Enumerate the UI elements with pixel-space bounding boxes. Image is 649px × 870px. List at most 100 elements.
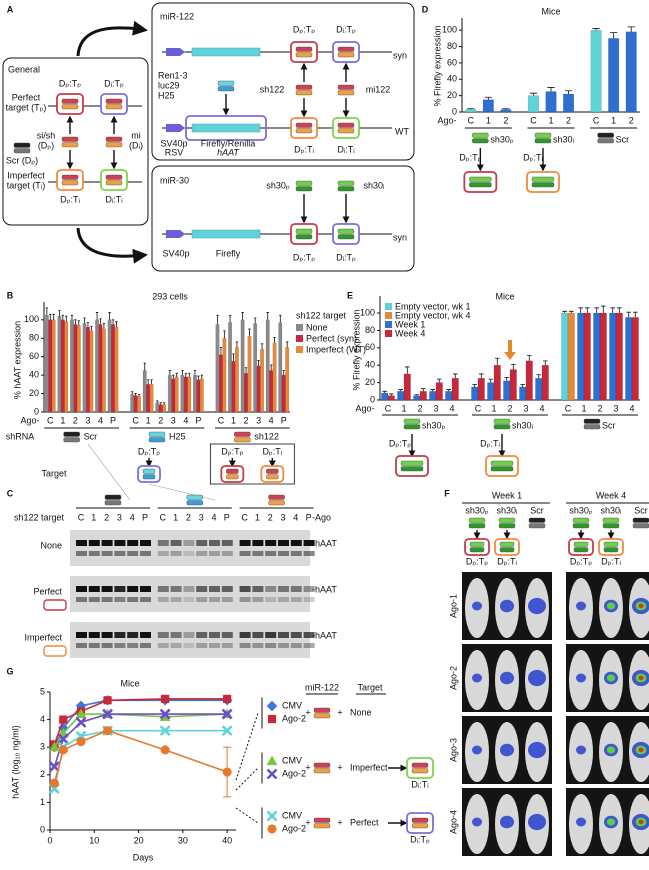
signal: [606, 818, 616, 826]
signal: [528, 741, 546, 759]
label: Firefly/Renilla: [201, 138, 256, 148]
x-tick-label: 10: [89, 835, 99, 845]
x-tick-label: C: [47, 415, 54, 425]
bar: [269, 370, 274, 413]
duplex-icon: [313, 707, 331, 713]
x-tick-label: 1: [581, 403, 586, 413]
bar: [593, 312, 601, 401]
guide-line: [235, 712, 259, 781]
x-tick-label: 2: [73, 415, 78, 425]
label: Scr (Dₚ): [6, 155, 38, 165]
x-tick-label: C: [565, 403, 572, 413]
bar: [525, 360, 533, 401]
blot-band: [303, 540, 315, 546]
panel-letter: A: [7, 4, 14, 14]
error-bar: [568, 310, 574, 314]
x-tick-label: 2: [597, 403, 602, 413]
point: [221, 708, 233, 720]
point: [58, 745, 68, 755]
label: None: [350, 707, 372, 717]
bar: [222, 338, 227, 413]
duplex-icon: [226, 468, 239, 474]
label: Dₚ:Tᵢ: [262, 446, 282, 456]
label: Dᵢ:Tᵢ: [411, 779, 428, 789]
label: Ago-4: [448, 810, 458, 834]
blot-band: [157, 540, 169, 546]
gene-bar: [191, 123, 261, 133]
blot-band: [140, 597, 151, 602]
label: 4: [130, 512, 135, 522]
error-bar: [216, 314, 219, 325]
bar: [196, 379, 201, 413]
label: sh122 target: [296, 310, 347, 320]
bar: [158, 404, 163, 413]
duplex-icon: [411, 817, 429, 823]
label: sh30ₚ: [490, 134, 514, 144]
blot-band: [252, 540, 264, 546]
duplex-icon: [104, 500, 122, 506]
duplex-icon: [313, 713, 331, 719]
panel-box: [151, 165, 415, 272]
signal: [472, 601, 482, 611]
error-bar: [594, 307, 600, 314]
promoter: [166, 48, 185, 56]
line: [53, 713, 228, 767]
bar: [187, 376, 192, 413]
blot-band: [127, 597, 139, 602]
duplex-icon: [105, 104, 123, 110]
x-tick-label: P: [195, 415, 201, 425]
label: sh122: [260, 84, 285, 94]
bar: [477, 378, 485, 401]
duplex-icon: [534, 132, 552, 138]
blot-band: [183, 632, 195, 638]
legend-label: CMV: [282, 810, 302, 820]
duplex-icon: [295, 228, 313, 234]
label: P: [224, 512, 230, 522]
point: [75, 716, 87, 728]
error-bar: [253, 317, 257, 324]
bar: [60, 319, 65, 413]
label: Imperfect: [350, 762, 388, 772]
label: si/sh: [37, 130, 56, 140]
legend-label: CMV: [282, 700, 302, 710]
blot-band: [196, 586, 208, 592]
error-bar: [232, 353, 235, 362]
label: Perfect: [12, 92, 41, 102]
label: 4: [293, 512, 298, 522]
x-tick-label: 3: [433, 403, 438, 413]
target-box: [406, 757, 434, 779]
y-tick-label: 60: [447, 57, 457, 67]
blot-band: [209, 597, 220, 602]
blot-band: [157, 597, 169, 602]
blot-band: [303, 586, 315, 592]
bar: [545, 91, 557, 113]
duplex-icon: [313, 768, 331, 774]
label: % Firefly expression: [432, 25, 442, 106]
error-bar: [99, 318, 102, 325]
legend-label: Ago-2: [282, 713, 306, 723]
label: 2: [104, 512, 109, 522]
label: sh30ₚ: [422, 420, 446, 430]
label: C: [241, 512, 248, 522]
bar: [563, 93, 575, 113]
y-tick-label: 1: [40, 797, 45, 807]
blot-band: [239, 643, 251, 648]
duplex-icon: [61, 142, 79, 148]
bar: [278, 322, 283, 413]
bar: [155, 402, 160, 413]
legend-swatch: [385, 321, 392, 328]
bar: [180, 374, 185, 413]
bar: [137, 396, 141, 413]
bar: [503, 380, 511, 401]
blot-band: [221, 597, 233, 602]
error-bar: [228, 314, 232, 323]
error-bar: [632, 311, 638, 318]
legend-swatch: [385, 330, 392, 337]
target-box: [406, 812, 434, 834]
point: [76, 737, 86, 747]
signal: [528, 669, 546, 687]
signal: [606, 746, 616, 754]
label: 3: [199, 512, 204, 522]
blot-band: [127, 540, 139, 546]
y-tick-label: 0: [452, 106, 457, 116]
